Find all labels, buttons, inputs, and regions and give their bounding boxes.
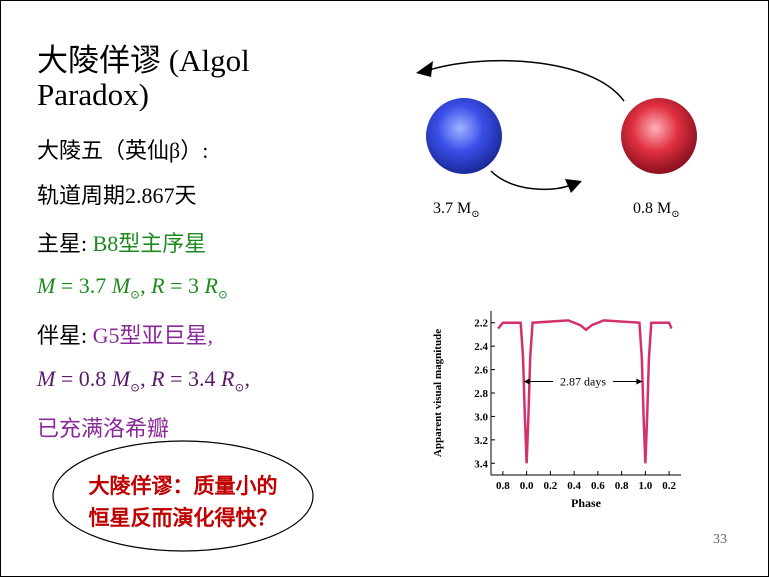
params: M = 3.7 M⊙, R = 3 R⊙ bbox=[37, 273, 228, 302]
arrowhead bbox=[565, 179, 582, 193]
star-label: 3.7 M⊙ bbox=[433, 200, 480, 220]
page-number: 33 bbox=[713, 532, 727, 547]
param-part: = 3.7 bbox=[55, 273, 112, 298]
param-part: = 3 bbox=[164, 273, 205, 298]
param-part: = 3.4 bbox=[164, 366, 222, 391]
params: M = 0.8 M⊙, R = 3.4 R⊙, bbox=[37, 366, 250, 395]
callout: 恒星反而演化得快？ bbox=[89, 506, 278, 530]
x-tick-label: 0.8 bbox=[496, 480, 510, 492]
param-part: M bbox=[111, 273, 131, 298]
param-part: , bbox=[244, 366, 251, 391]
param-part: R bbox=[204, 273, 218, 298]
x-tick-label: 0.4 bbox=[567, 480, 581, 492]
y-tick-label: 2.4 bbox=[474, 341, 488, 353]
param-part: = 0.8 bbox=[55, 366, 112, 391]
param-part: M bbox=[111, 366, 131, 391]
title: 大陵佯谬 (Algol bbox=[37, 43, 250, 78]
param-part: ⊙ bbox=[234, 380, 245, 395]
param-part: ⊙ bbox=[130, 287, 141, 302]
x-tick-label: 0.2 bbox=[544, 480, 558, 492]
param-part: R bbox=[221, 366, 235, 391]
star-blue bbox=[426, 98, 502, 174]
label: 伴星: bbox=[37, 323, 88, 348]
type: B8型主序星 bbox=[92, 231, 207, 256]
title: Paradox) bbox=[37, 77, 149, 112]
annotation-bg bbox=[553, 373, 613, 390]
x-tick-label: 0.6 bbox=[591, 480, 605, 492]
x-tick-label: 0.8 bbox=[615, 480, 629, 492]
callout-ellipse bbox=[52, 440, 314, 552]
param-part: , bbox=[140, 366, 152, 391]
text-line: 轨道周期2.867天 bbox=[37, 183, 197, 208]
star-label: 0.8 M⊙ bbox=[633, 200, 680, 220]
y-tick-label: 2.8 bbox=[474, 388, 488, 400]
annotation: 2.87 days bbox=[560, 375, 606, 389]
y-tick-label: 2.2 bbox=[474, 318, 488, 330]
y-tick-label: 3.4 bbox=[474, 458, 488, 470]
text-line: 大陵五（英仙β）: bbox=[37, 138, 209, 163]
param-part: ⊙ bbox=[217, 287, 229, 302]
type: G5型亚巨星, bbox=[92, 323, 214, 348]
arrowhead bbox=[416, 61, 433, 77]
orbit-arrow bbox=[490, 170, 572, 191]
x-axis-label: Phase bbox=[571, 496, 602, 510]
param-part: , bbox=[140, 273, 152, 298]
y-tick-label: 3.2 bbox=[474, 435, 488, 447]
param-part: M bbox=[37, 366, 56, 391]
star-red bbox=[621, 98, 697, 174]
y-tick-label: 2.6 bbox=[474, 365, 488, 377]
y-tick-label: 3.0 bbox=[474, 411, 488, 423]
text-line: 主星: B8型主序星 bbox=[37, 226, 206, 258]
y-axis-label: Apparent visual magnitude bbox=[432, 329, 444, 457]
x-tick-label: 0.2 bbox=[662, 480, 676, 492]
callout: 大陵佯谬：质量小的 bbox=[89, 474, 278, 498]
x-tick-label: 0.0 bbox=[520, 480, 534, 492]
orbit-arrow bbox=[425, 60, 625, 102]
label: 主星: bbox=[37, 231, 88, 256]
param-part: R bbox=[151, 273, 165, 298]
x-tick-label: 1.0 bbox=[639, 480, 653, 492]
param-part: ⊙ bbox=[130, 380, 141, 395]
param-part: R bbox=[151, 366, 165, 391]
text-line: 已充满洛希瓣 bbox=[37, 416, 170, 441]
curve bbox=[497, 319, 673, 464]
text-line: 伴星: G5型亚巨星, bbox=[37, 318, 213, 350]
light-curve: 2.2 2.4 2.6 2.8 3.0 3.2 3.4 0.8 0.0 0.2 0.4 0.6 0.8 1… bbox=[432, 311, 681, 510]
param-part: M bbox=[37, 273, 56, 298]
